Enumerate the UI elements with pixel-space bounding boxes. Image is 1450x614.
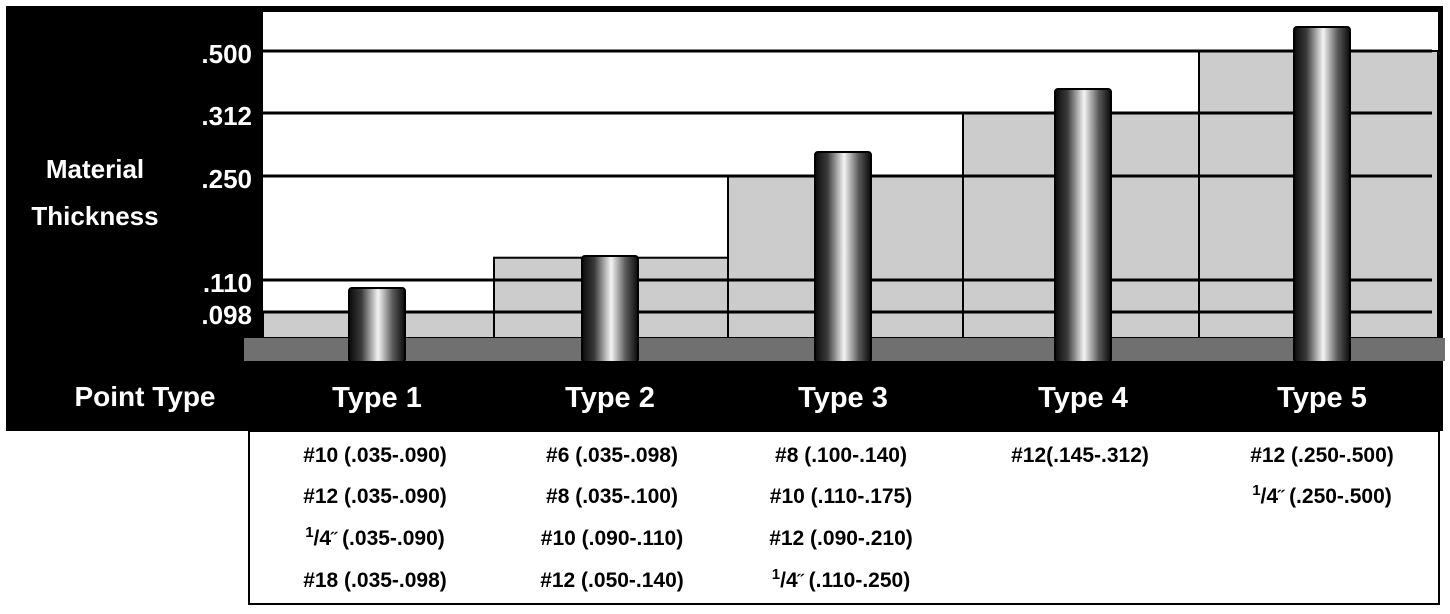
bar [1054, 88, 1112, 363]
y-tick-labels: .500 .312 .250 .110.098 [201, 39, 252, 330]
size-entry: 1/4˝ (.110-.250) [772, 566, 910, 592]
bars [348, 26, 1351, 363]
y-axis-label-line1: Material [46, 154, 144, 184]
bar [1293, 26, 1351, 363]
size-entry: #12 (.090-.210) [769, 527, 913, 550]
y-axis-label-line2: Thickness [31, 201, 158, 231]
size-entry: #6 (.035-.098) [546, 444, 678, 467]
size-entry: #12 (.050-.140) [540, 569, 684, 592]
size-entry: #8 (.100-.140) [775, 444, 907, 467]
category-label: Type 1 [332, 382, 422, 414]
size-entry: 1/4˝ (.035-.090) [305, 524, 445, 550]
bar [581, 255, 639, 363]
size-entry: #12 (.035-.090) [303, 485, 447, 508]
y-tick-label: .110 [203, 268, 252, 298]
size-entry: 1/4˝ (.250-.500) [1252, 482, 1392, 508]
size-entry: #12 (.250-.500) [1250, 444, 1394, 467]
y-tick-label: .250 [201, 164, 252, 194]
size-entry: #10 (.110-.175) [770, 485, 912, 508]
size-entry: #10 (.090-.110) [541, 527, 683, 550]
category-label: Type 2 [565, 382, 655, 414]
size-entry: #12(.145-.312) [1011, 444, 1149, 467]
size-lists: #10 (.035-.090) #12 (.035-.090) 1/4˝ (.035… [303, 444, 1394, 592]
category-label: Type 4 [1038, 382, 1128, 414]
y-tick-label: .500 [201, 39, 252, 69]
size-entry: #18 (.035-.098) [303, 569, 447, 592]
y-tick-label: .312 [201, 101, 252, 131]
y-tick-label: .098 [201, 300, 252, 330]
category-label: Type 3 [798, 382, 888, 414]
x-axis-label: Point Type [74, 381, 215, 412]
bar [814, 151, 872, 363]
size-table [248, 430, 1440, 605]
size-entry: #10 (.035-.090) [303, 444, 447, 467]
bar [348, 287, 406, 363]
category-labels: Type 1 Type 2 Type 3 Type 4 Type 5 [332, 382, 1367, 414]
category-label: Type 5 [1277, 382, 1367, 414]
size-entry: #8 (.035-.100) [546, 485, 678, 508]
